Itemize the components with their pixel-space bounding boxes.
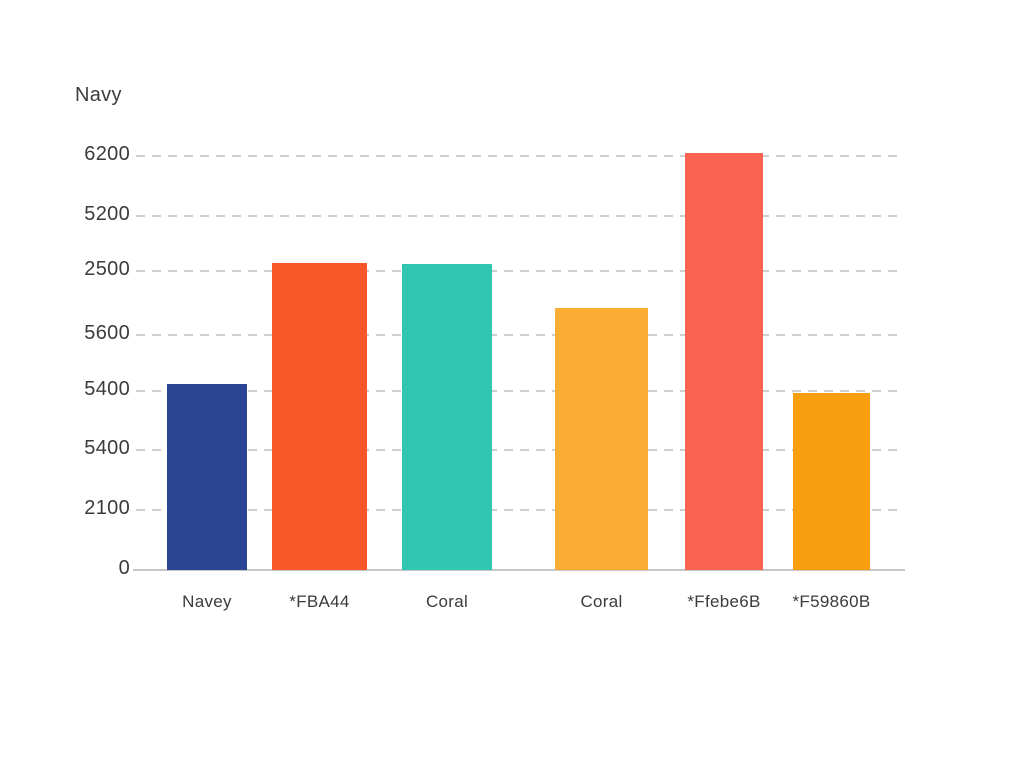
bar-f59860b — [793, 393, 870, 570]
bar-coral — [402, 264, 492, 570]
x-axis-line — [133, 569, 905, 571]
chart-title: Navy — [75, 84, 122, 106]
y-axis-tick-label: 6200 — [84, 143, 130, 165]
bar-ffebe6b — [685, 153, 763, 570]
bar-navey — [167, 384, 247, 570]
x-axis-tick-label: Coral — [425, 592, 469, 611]
y-axis-tick-label: 5400 — [84, 437, 130, 459]
gridline — [136, 270, 903, 272]
gridline — [136, 155, 903, 157]
x-axis-tick-label: *Ffebe6B — [687, 592, 761, 611]
x-axis-tick-label: Coral — [580, 592, 623, 611]
gridline — [136, 215, 903, 217]
bar-fba44 — [272, 263, 367, 570]
y-axis-tick-label: 5400 — [84, 378, 130, 400]
y-axis-tick-label: 5600 — [84, 322, 130, 344]
gridline — [136, 509, 903, 511]
x-axis-tick-label: Navey — [182, 592, 232, 611]
y-axis-tick-label: 2500 — [84, 258, 130, 280]
x-axis-tick-label: *FBA44 — [289, 592, 350, 611]
y-axis-tick-label: 2100 — [84, 497, 130, 519]
gridline — [136, 449, 903, 451]
gridline — [136, 390, 903, 392]
bar-coral — [555, 308, 648, 570]
x-axis-tick-label: *F59860B — [792, 592, 871, 611]
y-axis-tick-label: 5200 — [84, 203, 130, 225]
gridline — [136, 334, 903, 336]
y-axis-tick-label: 0 — [118, 557, 130, 579]
